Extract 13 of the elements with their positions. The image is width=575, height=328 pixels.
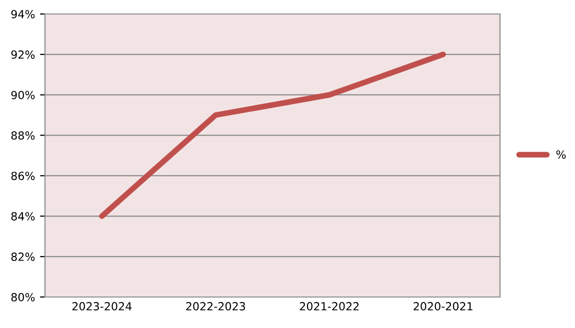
y-tick-label: 82% [11,252,35,261]
x-tick-label: 2022-2023 [186,302,246,310]
legend-label: % [556,150,566,159]
y-tick-label: 94% [11,10,35,18]
y-tick-label: 80% [11,292,35,302]
y-tick-label: 88% [11,131,35,140]
y-tick-label: 86% [11,172,35,180]
x-tick-label: 2023-2024 [72,302,132,310]
y-tick-label: 92% [11,50,35,59]
x-tick-label: 2020-2021 [414,302,472,310]
y-tick-label: 90% [11,90,35,100]
x-tick-label: 2021-2022 [300,302,359,310]
y-tick-label: 84% [11,212,35,221]
